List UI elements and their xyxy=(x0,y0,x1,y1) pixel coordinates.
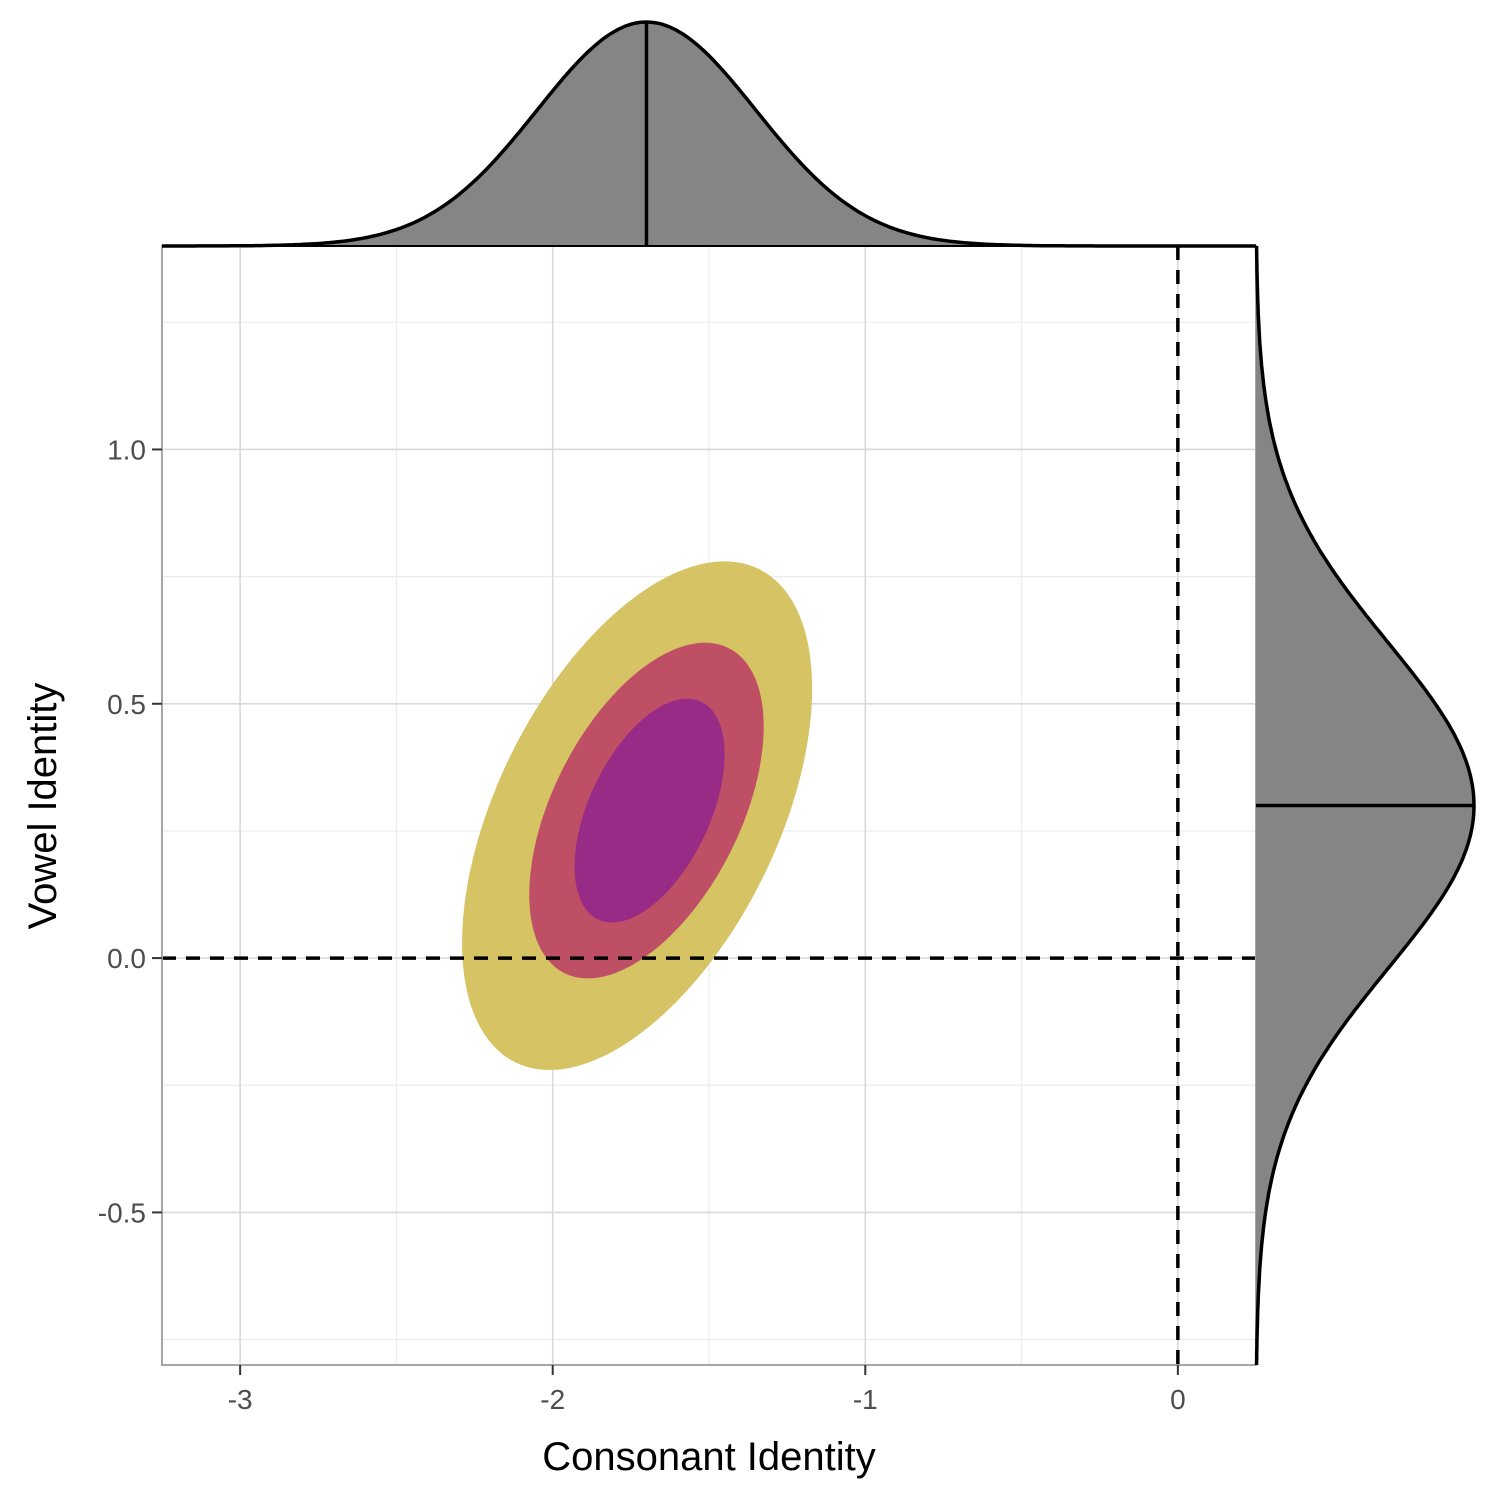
reference-lines xyxy=(162,246,1256,1365)
x-axis-title: Consonant Identity xyxy=(542,1435,876,1479)
y-tick-label: -0.5 xyxy=(98,1197,146,1228)
top-marginal-fill xyxy=(162,22,1256,246)
y-axis: -0.5 0.0 0.5 1.0 xyxy=(98,434,162,1228)
contour-inner xyxy=(574,698,725,923)
y-tick-label: 0.5 xyxy=(107,689,146,720)
top-marginal-density xyxy=(162,20,1256,248)
x-tick-label: -1 xyxy=(853,1384,878,1415)
x-tick-label: -2 xyxy=(540,1384,565,1415)
y-tick-label: 0.0 xyxy=(107,943,146,974)
y-axis-title: Vowel Identity xyxy=(21,683,65,930)
right-marginal-density xyxy=(1254,246,1476,1365)
y-tick-label: 1.0 xyxy=(107,434,146,465)
density-contours xyxy=(462,561,813,1070)
x-tick-label: 0 xyxy=(1170,1384,1186,1415)
x-tick-label: -3 xyxy=(228,1384,253,1415)
x-axis: -3 -2 -1 0 xyxy=(228,1365,1186,1415)
